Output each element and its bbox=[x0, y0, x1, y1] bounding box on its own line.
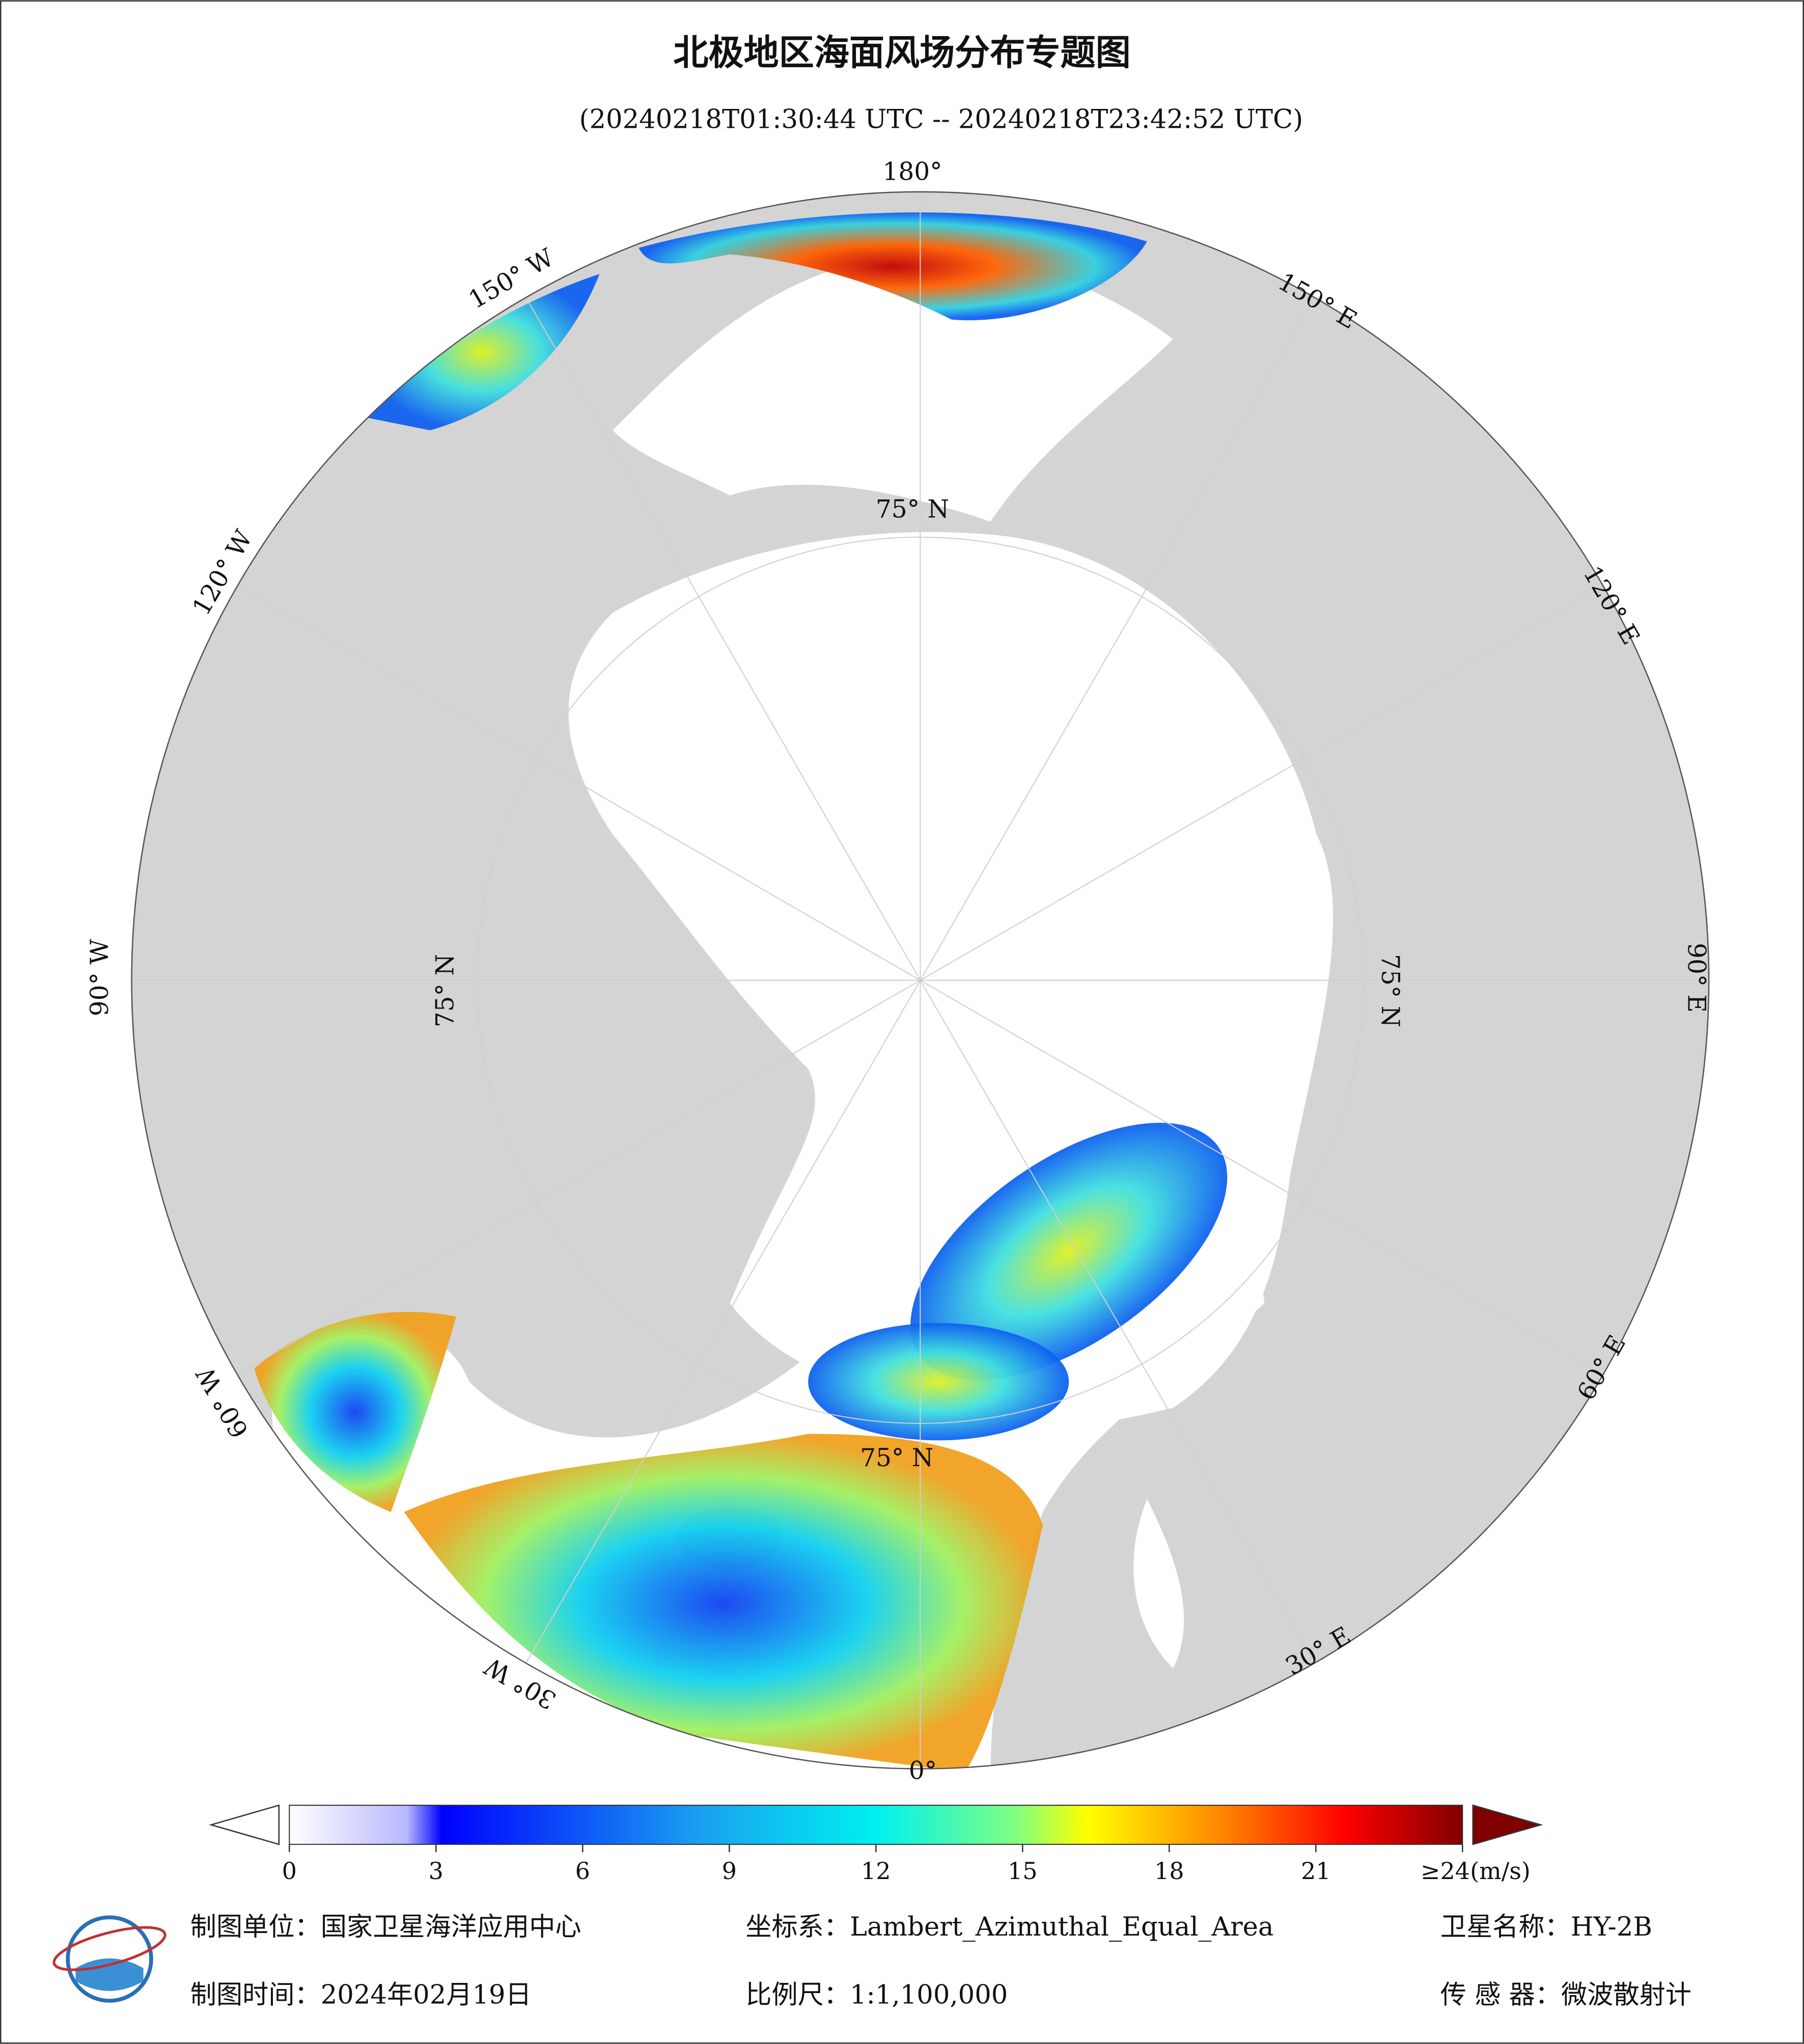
pacific-ice bbox=[613, 247, 1173, 522]
graticule-label: 75° N bbox=[1376, 954, 1404, 1027]
colorbar-tick-label: 18 bbox=[1154, 1857, 1184, 1885]
meridian bbox=[237, 585, 921, 981]
graticule-label: 75° N bbox=[876, 495, 949, 523]
wind-field bbox=[808, 1323, 1069, 1441]
meridian bbox=[525, 980, 921, 1664]
colorbar-tick-label: 21 bbox=[1301, 1857, 1331, 1885]
graticule-label: 75° N bbox=[860, 1444, 933, 1472]
meridian bbox=[920, 297, 1315, 981]
graticule-label: 90° W bbox=[86, 939, 114, 1017]
colorbar-tick-label: 0 bbox=[282, 1857, 297, 1885]
wind-field bbox=[254, 1311, 456, 1513]
subtitle: (20240218T01:30:44 UTC -- 20240218T23:42… bbox=[579, 104, 1303, 135]
graticule-label: 0° bbox=[909, 1757, 937, 1785]
graticule-label: 75° N bbox=[431, 954, 460, 1027]
wind-field bbox=[404, 1434, 1043, 1769]
map-border bbox=[131, 191, 1710, 1770]
meridian bbox=[237, 979, 921, 1375]
colorbar-min-arrow bbox=[209, 1804, 280, 1845]
footer-item: 制图时间：2024年02月19日 bbox=[190, 1979, 532, 2010]
colorbar-tick-label: ≥24(m/s) bbox=[1421, 1857, 1531, 1885]
colorbar-tick-label: 9 bbox=[722, 1857, 737, 1885]
footer-item: 卫星名称：HY-2B bbox=[1440, 1912, 1652, 1942]
logo bbox=[52, 1915, 166, 2003]
colorbar-tick-label: 3 bbox=[429, 1857, 443, 1885]
footer-item: 比例尺：1:1,100,000 bbox=[745, 1979, 1008, 2010]
meridian bbox=[920, 979, 1604, 1375]
colorbar-tick-label: 6 bbox=[575, 1857, 590, 1885]
colorbar-tick-label: 12 bbox=[861, 1857, 891, 1885]
graticule-label: 90° E bbox=[1682, 943, 1710, 1013]
title: 北极地区海面风场分布专题图 bbox=[673, 33, 1130, 73]
wind-field bbox=[365, 274, 600, 431]
graticule-label: 180° bbox=[882, 157, 942, 186]
footer: 制图单位：国家卫星海洋应用中心 坐标系：Lambert_Azimuthal_Equ… bbox=[190, 1912, 1691, 2010]
meridian bbox=[525, 297, 921, 981]
baltic bbox=[1133, 1499, 1184, 1669]
colorbar: 0 3 6 9 12 15 18 21 ≥24(m/s) bbox=[209, 1804, 1543, 1885]
colorbar-ramp bbox=[289, 1805, 1463, 1845]
wind-field bbox=[639, 212, 1147, 321]
footer-item: 坐标系：Lambert_Azimuthal_Equal_Area bbox=[745, 1912, 1273, 1942]
meridian bbox=[920, 585, 1604, 981]
footer-item: 传 感 器：微波散射计 bbox=[1440, 1979, 1691, 2010]
colorbar-tick-label: 15 bbox=[1008, 1857, 1038, 1885]
graticule bbox=[131, 191, 1709, 1769]
wind-field bbox=[910, 1123, 1228, 1380]
meridian bbox=[920, 980, 1315, 1664]
colorbar-max-arrow bbox=[1472, 1804, 1543, 1845]
footer-item: 制图单位：国家卫星海洋应用中心 bbox=[190, 1912, 581, 1942]
